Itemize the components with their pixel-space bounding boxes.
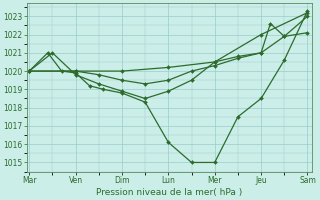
X-axis label: Pression niveau de la mer( hPa ): Pression niveau de la mer( hPa ) [96,188,243,197]
